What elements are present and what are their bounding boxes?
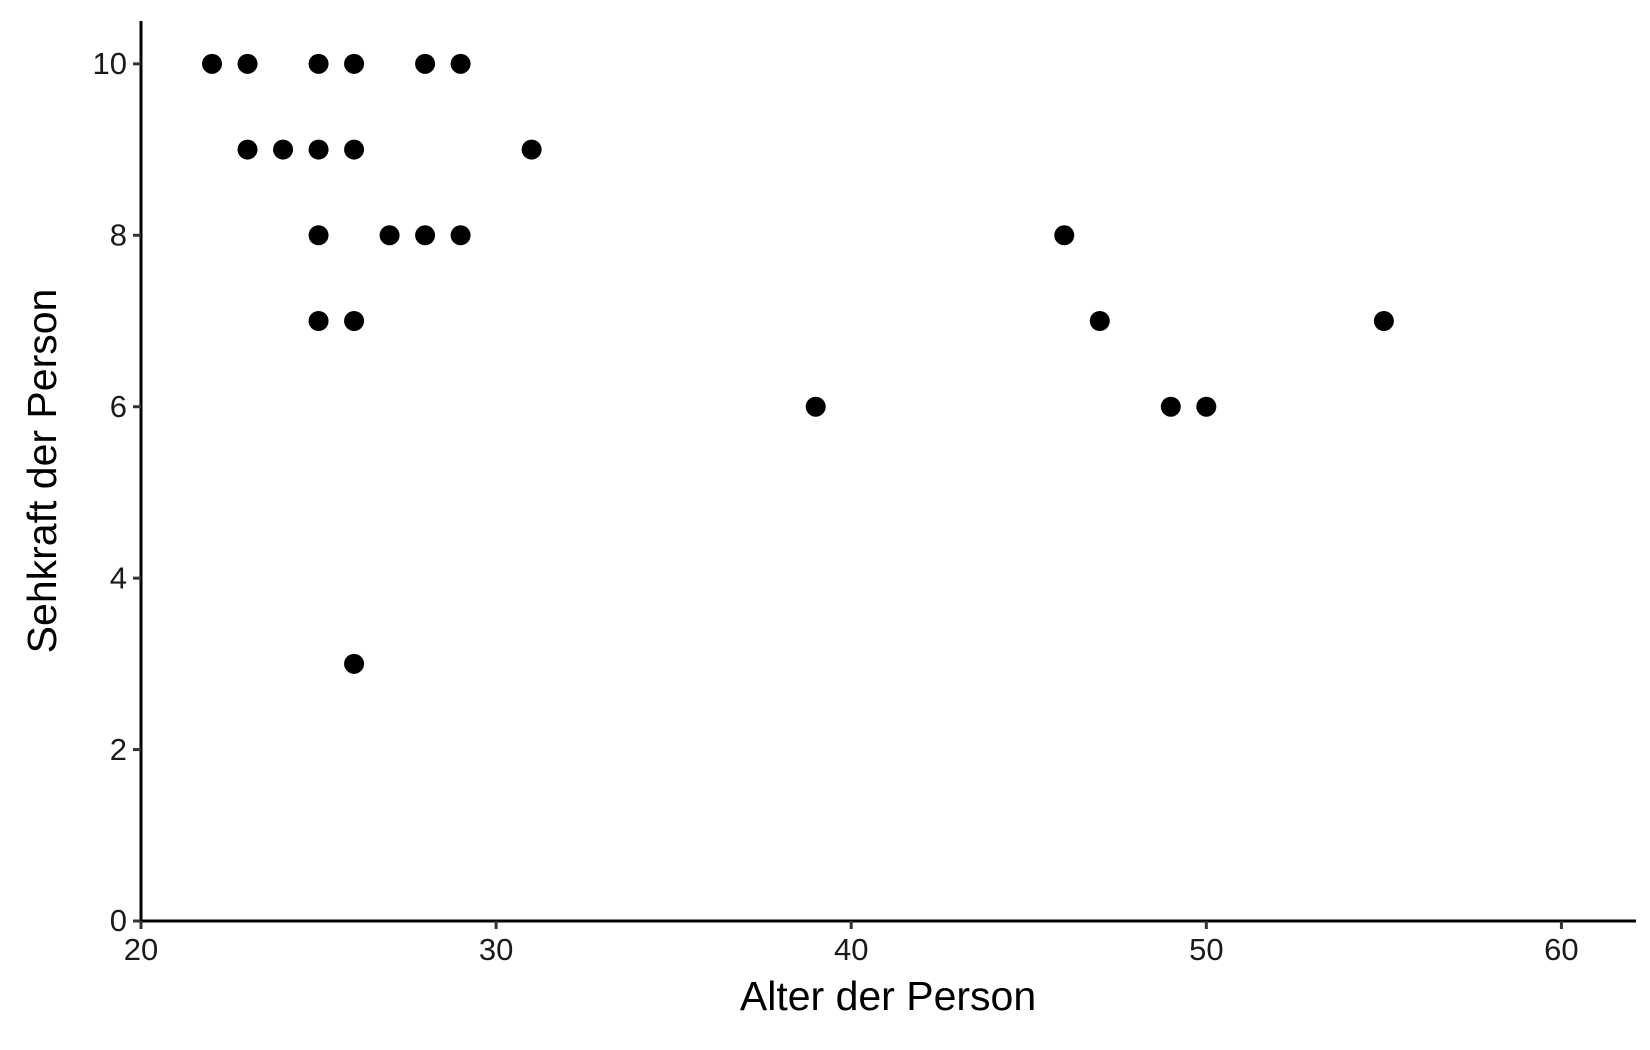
x-axis-title: Alter der Person	[740, 973, 1036, 1019]
point	[344, 139, 365, 160]
point	[344, 311, 365, 331]
point	[450, 53, 471, 74]
y-tick-label: 2	[110, 732, 127, 767]
y-tick-label: 6	[110, 389, 127, 424]
y-tick-label: 8	[110, 217, 127, 252]
x-tick-label: 30	[479, 932, 513, 967]
point	[237, 139, 258, 160]
y-tick-label: 10	[93, 46, 127, 81]
x-tick-label: 40	[834, 932, 868, 967]
x-tick-label: 50	[1189, 932, 1223, 967]
x-tick-label: 60	[1544, 932, 1578, 967]
point	[450, 225, 471, 246]
point	[521, 139, 542, 160]
point	[344, 653, 365, 674]
point	[344, 53, 365, 74]
point	[308, 225, 329, 246]
point	[273, 139, 294, 160]
point	[1196, 396, 1217, 417]
point	[415, 225, 436, 246]
point	[308, 311, 329, 331]
point	[237, 53, 258, 74]
y-axis-title: Sehkraft der Person	[19, 289, 65, 654]
y-tick-label: 0	[110, 903, 127, 938]
point	[308, 53, 329, 74]
point	[415, 53, 436, 74]
point	[1373, 311, 1394, 331]
point	[1089, 311, 1110, 331]
point	[1054, 225, 1075, 246]
point	[308, 139, 329, 160]
point	[805, 396, 826, 417]
x-tick-label: 20	[124, 932, 158, 967]
y-tick-label: 4	[110, 560, 127, 595]
point	[1160, 396, 1181, 417]
point	[379, 225, 400, 246]
point	[202, 53, 223, 74]
